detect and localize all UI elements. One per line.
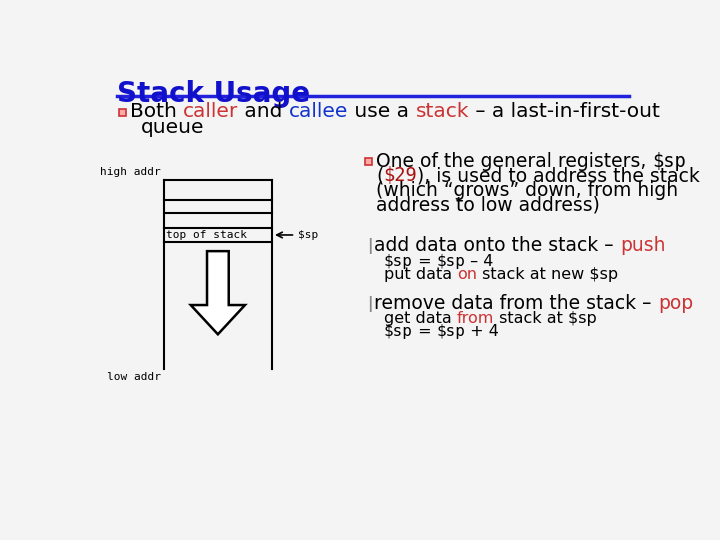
Text: caller: caller (183, 102, 238, 122)
Text: (: ( (376, 166, 383, 185)
Text: add data onto the stack –: add data onto the stack – (374, 237, 620, 255)
Text: use a: use a (348, 102, 415, 122)
Bar (119, 109, 126, 116)
Text: =: = (413, 254, 436, 268)
Text: Stack Usage: Stack Usage (117, 80, 310, 108)
Text: queue: queue (140, 118, 204, 137)
Text: ), is used to address the stack: ), is used to address the stack (417, 166, 700, 185)
Text: stack at $sp: stack at $sp (494, 312, 597, 326)
Polygon shape (191, 251, 245, 334)
Text: from: from (456, 312, 494, 326)
Text: |: | (366, 295, 372, 312)
Text: address to low address): address to low address) (376, 195, 600, 214)
Text: stack at new $sp: stack at new $sp (477, 267, 618, 282)
Text: and: and (238, 102, 289, 122)
Text: =: = (413, 325, 436, 340)
Text: + 4: + 4 (465, 325, 499, 340)
Text: $sp: $sp (436, 325, 465, 340)
Text: Both: Both (130, 102, 183, 122)
Text: put data: put data (384, 267, 457, 282)
Text: pop: pop (658, 294, 693, 313)
Bar (365, 158, 372, 165)
Text: $sp: $sp (436, 254, 465, 268)
Text: $sp: $sp (652, 152, 686, 171)
Text: callee: callee (289, 102, 348, 122)
Text: stack: stack (415, 102, 469, 122)
Text: $sp: $sp (384, 254, 413, 268)
Text: top of stack: top of stack (166, 230, 247, 240)
Text: $sp: $sp (384, 325, 413, 340)
Text: – 4: – 4 (465, 254, 494, 268)
Text: remove data from the stack –: remove data from the stack – (374, 294, 658, 313)
Text: low addr: low addr (107, 372, 161, 382)
Text: on: on (457, 267, 477, 282)
Text: $29: $29 (383, 166, 417, 185)
Text: get data: get data (384, 312, 456, 326)
Text: One of the general registers,: One of the general registers, (376, 152, 652, 171)
Text: high addr: high addr (100, 167, 161, 177)
Text: (which “grows” down, from high: (which “grows” down, from high (376, 181, 678, 200)
Text: |: | (366, 238, 372, 254)
Text: – a last-in-first-out: – a last-in-first-out (469, 102, 660, 122)
Text: $sp: $sp (297, 230, 318, 240)
Text: push: push (620, 237, 665, 255)
